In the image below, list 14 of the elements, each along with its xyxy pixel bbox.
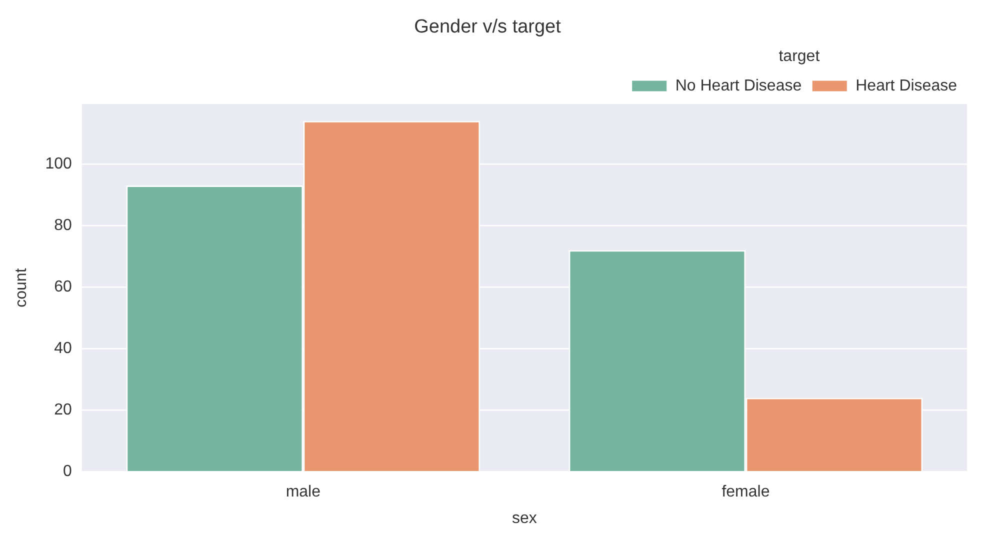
y-axis-title: count: [13, 268, 30, 308]
y-tick-label: 60: [54, 278, 72, 296]
legend-label: Heart Disease: [856, 77, 958, 94]
y-tick-label: 100: [45, 155, 72, 172]
chart-title: Gender v/s target: [414, 16, 562, 38]
y-tick-label: 40: [54, 340, 72, 357]
x-tick-label: male: [286, 484, 321, 501]
y-tick-label: 0: [62, 463, 72, 480]
x-tick-label: female: [722, 484, 770, 501]
y-tick-label: 20: [54, 401, 72, 418]
x-axis-title: sex: [512, 510, 537, 527]
y-tick-label: 80: [54, 216, 72, 234]
legend-title: target: [778, 48, 820, 66]
legend-label: No Heart Disease: [675, 77, 802, 94]
